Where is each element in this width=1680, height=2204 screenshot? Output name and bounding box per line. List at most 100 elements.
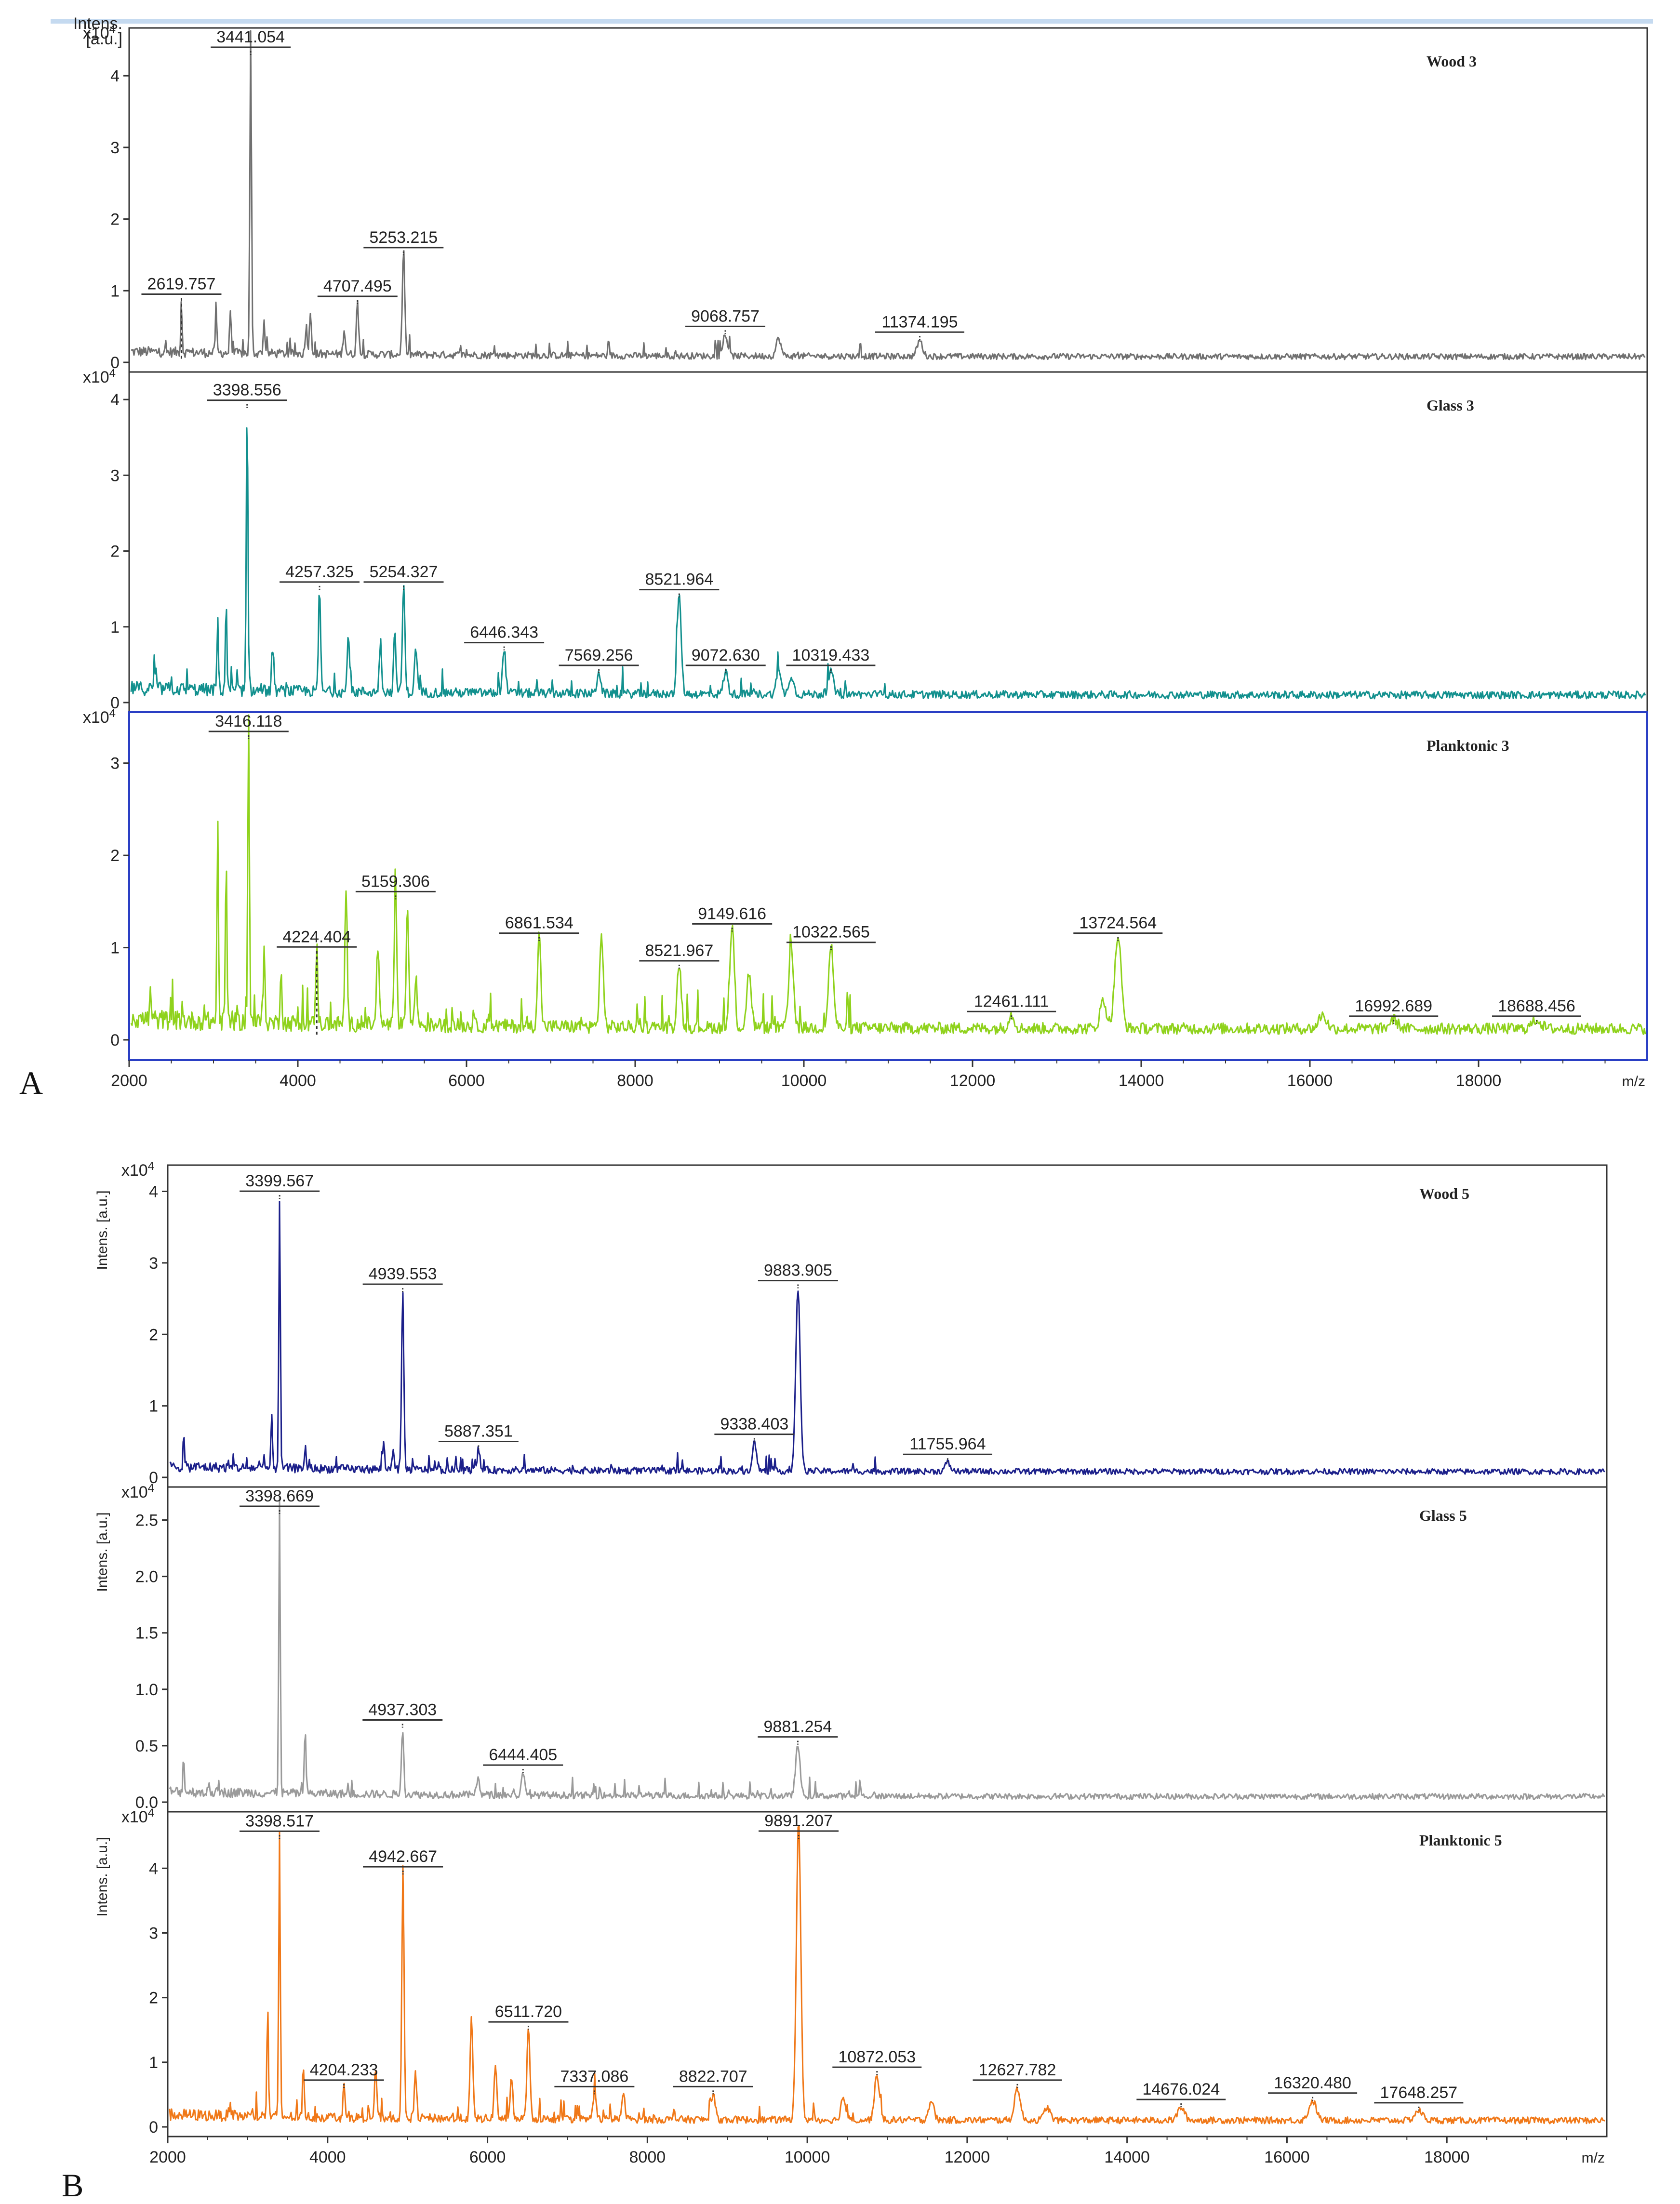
spectrum-title: Planktonic 5 bbox=[1419, 1832, 1502, 1849]
peak-label: 8521.967 bbox=[645, 942, 713, 960]
peak-label: 9338.403 bbox=[720, 1415, 788, 1434]
y-tick-label: 4 bbox=[149, 1183, 158, 1201]
peak-label: 11374.195 bbox=[881, 313, 958, 331]
x-tick-label: 14000 bbox=[1104, 2148, 1150, 2166]
peak-label: 3416.118 bbox=[215, 712, 282, 730]
y-exponent-label: x104 bbox=[121, 1806, 154, 1826]
spectrum-trace bbox=[131, 30, 1646, 360]
x-tick-label: 10000 bbox=[785, 2148, 830, 2166]
peak-label: 18688.456 bbox=[1498, 997, 1575, 1015]
y-tick-label: 2 bbox=[110, 543, 120, 561]
y-axis-label: Intens. [a.u.] bbox=[94, 1190, 110, 1270]
y-tick-label: 2 bbox=[110, 847, 120, 865]
y-tick-label: 0 bbox=[110, 1031, 120, 1049]
peak-label: 7569.256 bbox=[565, 646, 633, 664]
y-tick-label: 0 bbox=[110, 694, 120, 712]
x-tick-label: 8000 bbox=[629, 2148, 666, 2166]
y-tick-label: 1 bbox=[149, 2054, 158, 2072]
peak-label: 4707.495 bbox=[323, 277, 392, 295]
peak-label: 2619.757 bbox=[147, 275, 216, 293]
spectrum-title: Wood 5 bbox=[1419, 1185, 1469, 1202]
spectrum-glass-5: 0.0 0.5 1.0 1.5 2.0 2.5 x104 Intens. [a.u.] Glas… bbox=[94, 1482, 1608, 1813]
peak-label: 12461.111 bbox=[974, 992, 1049, 1010]
y-exponent-label: x104 bbox=[121, 1482, 154, 1501]
peak-label: 17648.257 bbox=[1380, 2084, 1458, 2102]
peak-label: 12627.782 bbox=[979, 2061, 1056, 2079]
peak-label: 3398.669 bbox=[245, 1487, 314, 1505]
x-axis-label: m/z bbox=[1622, 1074, 1645, 1089]
spectrum-title: Wood 3 bbox=[1427, 53, 1477, 70]
y-axis-label: Intens. [a.u.] bbox=[94, 1837, 110, 1916]
y-tick-label: 2 bbox=[149, 1989, 158, 2007]
peak-label: 6446.343 bbox=[470, 624, 538, 642]
peak-label: 9883.905 bbox=[764, 1261, 832, 1280]
y-tick-label: 2.5 bbox=[135, 1512, 158, 1530]
peak-label: 10322.565 bbox=[792, 923, 870, 942]
y-tick-label: 2 bbox=[110, 211, 120, 229]
y-tick-label: 1 bbox=[110, 282, 120, 300]
peak-label: 9068.757 bbox=[691, 307, 760, 325]
x-tick-label: 18000 bbox=[1424, 2148, 1470, 2166]
x-tick-label: 4000 bbox=[280, 1072, 316, 1090]
peak-label: 4942.667 bbox=[369, 1847, 437, 1866]
x-tick-label: 10000 bbox=[781, 1072, 827, 1090]
peak-label: 6861.534 bbox=[505, 914, 573, 932]
peak-label: 4939.553 bbox=[369, 1265, 437, 1283]
x-tick-label: 18000 bbox=[1456, 1072, 1502, 1090]
y-exponent-label: x104 bbox=[83, 367, 116, 386]
y-tick-label: 3 bbox=[110, 139, 120, 157]
peak-label: 9149.616 bbox=[698, 904, 766, 923]
x-tick-label: 4000 bbox=[309, 2148, 346, 2166]
y-tick-label: 4 bbox=[110, 67, 120, 85]
y-tick-label: 3 bbox=[110, 755, 120, 773]
peak-label: 5254.327 bbox=[370, 563, 438, 581]
y-tick-label: 1.0 bbox=[135, 1681, 158, 1699]
peak-label: 3441.054 bbox=[216, 28, 285, 46]
x-tick-label: 12000 bbox=[950, 1072, 996, 1090]
y-tick-label: 1 bbox=[149, 1397, 158, 1416]
spectrum-trace bbox=[169, 1496, 1605, 1800]
spectrum-planktonic-3: 0 1 2 3 x104 Planktonic 3 3416.118 4224.404 5159… bbox=[83, 707, 1648, 1061]
peak-label: 9072.630 bbox=[692, 646, 760, 664]
spectrum-title: Glass 3 bbox=[1427, 397, 1474, 414]
y-tick-label: 4 bbox=[149, 1859, 158, 1878]
y-axis-label-unit: [a.u.] bbox=[86, 30, 122, 48]
spectrum-title: Planktonic 3 bbox=[1427, 737, 1509, 754]
peak-label: 8822.707 bbox=[679, 2067, 747, 2085]
x-tick-label: 16000 bbox=[1264, 2148, 1310, 2166]
y-axis-label: Intens. bbox=[73, 14, 122, 33]
peak-label: 14676.024 bbox=[1142, 2080, 1220, 2098]
y-tick-label: 3 bbox=[110, 466, 120, 485]
x-tick-label: 8000 bbox=[617, 1072, 653, 1090]
peak-label: 3399.567 bbox=[245, 1172, 314, 1190]
spectrum-trace bbox=[130, 714, 1646, 1035]
x-tick-label: 6000 bbox=[448, 1072, 485, 1090]
panel-label-b: B bbox=[62, 2167, 83, 2204]
y-tick-label: 1 bbox=[110, 939, 120, 957]
y-exponent-label: x104 bbox=[83, 23, 116, 42]
y-axis-label: Intens. [a.u.] bbox=[94, 1512, 110, 1592]
x-tick-label: 14000 bbox=[1119, 1072, 1164, 1090]
x-axis: 2000 4000 6000 8000 10000 12000 14000 16000 1800… bbox=[111, 1060, 1645, 1090]
x-tick-label: 12000 bbox=[945, 2148, 990, 2166]
peak-label: 6444.405 bbox=[489, 1746, 557, 1764]
y-tick-label: 0.0 bbox=[135, 1793, 158, 1812]
spectrum-trace bbox=[130, 427, 1646, 700]
peak-label: 16320.480 bbox=[1274, 2074, 1351, 2092]
y-tick-label: 0 bbox=[110, 354, 120, 372]
peak-label: 4257.325 bbox=[285, 563, 354, 581]
peak-label: 5159.306 bbox=[361, 872, 430, 890]
panel-label-a: A bbox=[19, 1064, 43, 1101]
spectrum-trace bbox=[169, 1824, 1605, 2124]
peak-label: 9891.207 bbox=[764, 1812, 833, 1830]
y-tick-label: 1.5 bbox=[135, 1624, 158, 1643]
peak-label: 4204.233 bbox=[310, 2061, 378, 2079]
y-tick-label: 3 bbox=[149, 1925, 158, 1943]
peak-label: 10319.433 bbox=[792, 646, 870, 664]
y-tick-label: 4 bbox=[110, 391, 120, 409]
y-tick-label: 0 bbox=[149, 1469, 158, 1487]
peak-label: 4937.303 bbox=[368, 1700, 437, 1719]
y-tick-label: 3 bbox=[149, 1254, 158, 1273]
peak-label: 10872.053 bbox=[838, 2048, 916, 2066]
y-tick-label: 1 bbox=[110, 618, 120, 637]
